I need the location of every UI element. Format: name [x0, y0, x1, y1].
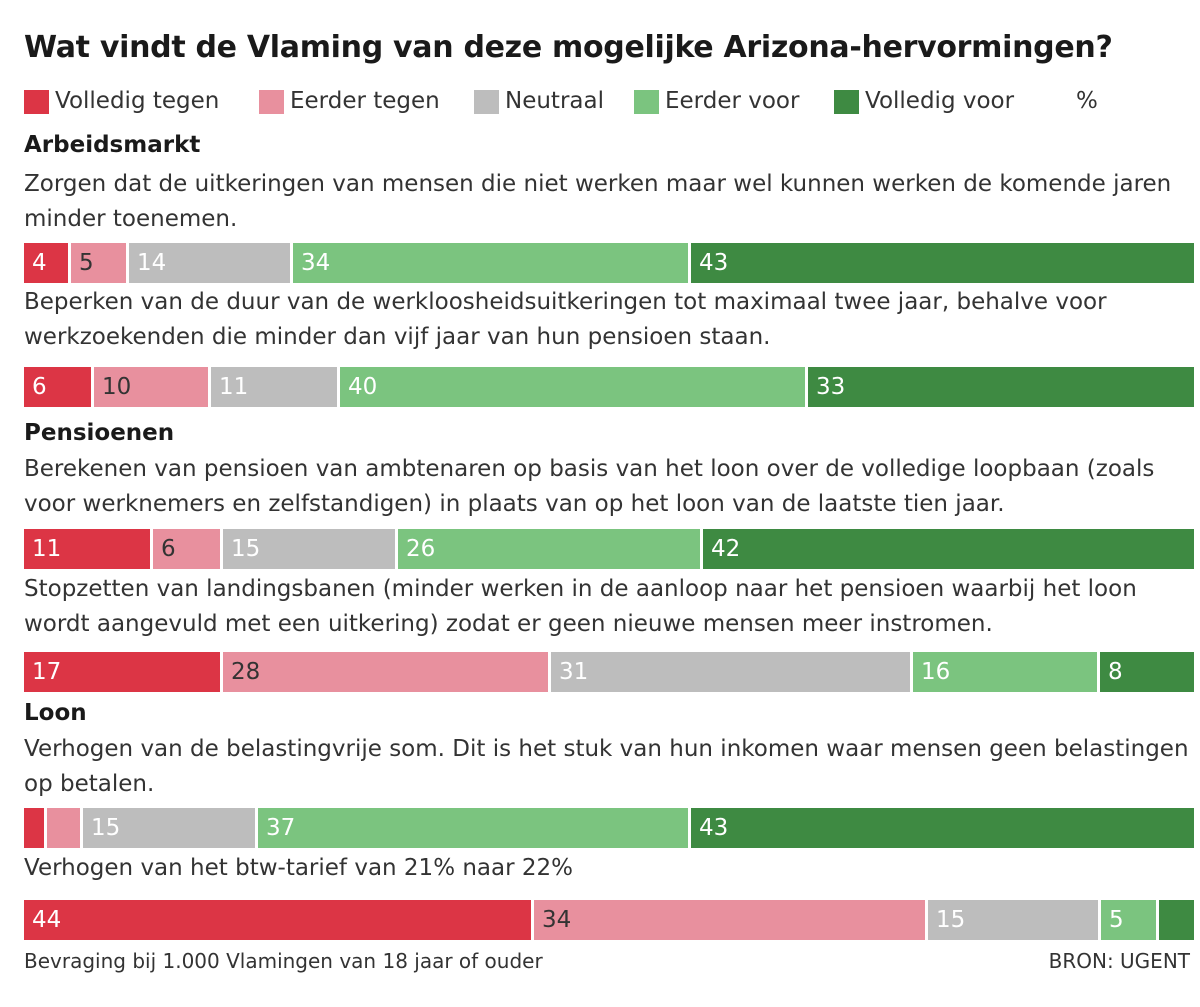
stacked-bar: 44 34 15 5	[24, 900, 1194, 940]
bar-value-label: 15	[231, 536, 261, 562]
stacked-bar: 11 6 15 26 42	[24, 529, 1194, 569]
bar-segment-eerder-voor: 16	[913, 652, 1100, 692]
bar-value-label: 5	[1109, 907, 1124, 933]
bar-segment-neutraal: 15	[223, 529, 398, 569]
bar-value-label: 28	[231, 659, 261, 685]
bar-value-label: 11	[219, 374, 249, 400]
bar-value-label: 43	[699, 250, 729, 276]
bar-segment-neutraal: 15	[928, 900, 1101, 940]
bar-value-label: 16	[921, 659, 951, 685]
bar-segment-volledig-voor: 42	[703, 529, 1194, 569]
bar-value-label: 17	[32, 659, 62, 685]
bar-value-label: 10	[102, 374, 132, 400]
bar-value-label: 6	[32, 374, 47, 400]
legend-label: Volledig voor	[865, 88, 1015, 114]
bar-segment-eerder-tegen: 10	[94, 367, 211, 407]
stacked-bar: 15 37 43	[24, 808, 1194, 848]
legend-swatch	[259, 90, 284, 114]
bar-segment-neutraal: 14	[129, 243, 293, 283]
bar-value-label: 31	[559, 659, 589, 685]
bar-segment-eerder-tegen: 34	[534, 900, 928, 940]
bar-value-label: 15	[936, 907, 966, 933]
bar-value-label: 6	[161, 536, 176, 562]
footnote: Bevraging bij 1.000 Vlamingen van 18 jaa…	[24, 949, 543, 973]
bar-value-label: 11	[32, 536, 62, 562]
bar-segment-neutraal: 11	[211, 367, 340, 407]
section-heading: Pensioenen	[24, 420, 175, 446]
stacked-bar: 4 5 14 34 43	[24, 243, 1194, 283]
bar-value-label: 33	[816, 374, 846, 400]
bar-value-label: 37	[266, 815, 296, 841]
legend-swatch	[634, 90, 659, 114]
bar-segment-volledig-voor: 43	[691, 243, 1194, 283]
bar-segment-eerder-tegen: 28	[223, 652, 551, 692]
legend-unit: %	[1076, 88, 1098, 114]
bar-segment-neutraal: 31	[551, 652, 913, 692]
stacked-bar: 17 28 31 16 8	[24, 652, 1194, 692]
chart-title: Wat vindt de Vlaming van deze mogelijke …	[24, 30, 1113, 65]
bar-segment-eerder-tegen: 5	[71, 243, 129, 283]
section-heading: Arbeidsmarkt	[24, 132, 201, 158]
bar-segment-volledig-tegen: 6	[24, 367, 94, 407]
bar-value-label: 34	[301, 250, 331, 276]
bar-segment-eerder-voor: 37	[258, 808, 691, 848]
bar-value-label: 15	[91, 815, 121, 841]
question-text: Beperken van de duur van de werkloosheid…	[24, 289, 1107, 350]
question-text: Stopzetten van landingsbanen (minder wer…	[24, 576, 1137, 637]
bar-value-label: 8	[1108, 659, 1123, 685]
bar-segment-volledig-voor: 8	[1100, 652, 1194, 692]
legend-label: Neutraal	[505, 88, 604, 114]
bar-segment-volledig-voor: 33	[808, 367, 1194, 407]
stacked-bar: 6 10 11 40 33	[24, 367, 1194, 407]
bar-segment-volledig-tegen	[24, 808, 47, 848]
source-credit: BRON: UGENT	[1048, 949, 1190, 973]
bar-value-label: 4	[32, 250, 47, 276]
section-heading: Loon	[24, 700, 87, 726]
question-text: Verhogen van het btw-tarief van 21% naar…	[24, 855, 574, 881]
legend-swatch	[24, 90, 49, 114]
question-text: Verhogen van de belastingvrije som. Dit …	[24, 736, 1189, 797]
bar-segment-eerder-voor: 34	[293, 243, 691, 283]
bar-segment-eerder-voor: 26	[398, 529, 703, 569]
legend-label: Volledig tegen	[55, 88, 220, 114]
bar-value-label: 14	[137, 250, 167, 276]
bar-segment-volledig-tegen: 44	[24, 900, 534, 940]
bar-value-label: 43	[699, 815, 729, 841]
question-text: Berekenen van pensioen van ambtenaren op…	[24, 456, 1155, 517]
bar-segment-eerder-tegen	[47, 808, 83, 848]
legend-label: Eerder voor	[665, 88, 800, 114]
bar-value-label: 40	[348, 374, 378, 400]
bar-segment-volledig-tegen: 4	[24, 243, 71, 283]
bar-value-label: 5	[79, 250, 94, 276]
legend-swatch	[474, 90, 499, 114]
bar-value-label: 34	[542, 907, 572, 933]
bar-segment-volledig-voor	[1159, 900, 1194, 940]
legend-swatch	[834, 90, 859, 114]
bar-value-label: 26	[406, 536, 436, 562]
bar-segment-eerder-voor: 5	[1101, 900, 1159, 940]
bar-segment-volledig-tegen: 11	[24, 529, 153, 569]
bar-value-label: 44	[32, 907, 62, 933]
bar-segment-eerder-tegen: 6	[153, 529, 223, 569]
bar-value-label: 42	[711, 536, 741, 562]
bar-segment-volledig-tegen: 17	[24, 652, 223, 692]
question-text: Zorgen dat de uitkeringen van mensen die…	[24, 171, 1172, 232]
legend-label: Eerder tegen	[290, 88, 440, 114]
bar-segment-neutraal: 15	[83, 808, 258, 848]
bar-segment-volledig-voor: 43	[691, 808, 1194, 848]
bar-segment-eerder-voor: 40	[340, 367, 808, 407]
